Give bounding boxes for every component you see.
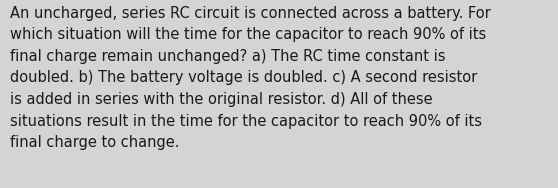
Text: An uncharged, series RC circuit is connected across a battery. For
which situati: An uncharged, series RC circuit is conne… xyxy=(10,6,491,150)
